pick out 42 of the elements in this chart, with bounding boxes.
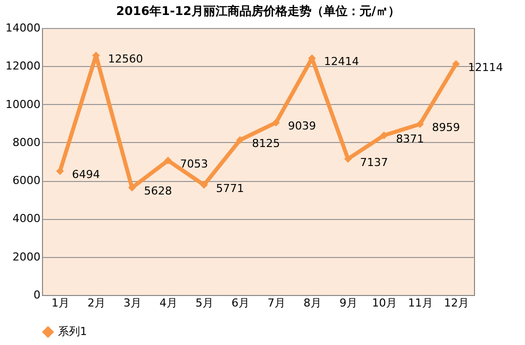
point — [416, 120, 424, 128]
point — [452, 60, 460, 68]
data-label: 9039 — [288, 120, 316, 133]
point — [380, 131, 388, 140]
y-tick-label: 14000 — [6, 22, 40, 34]
data-label: 8959 — [432, 121, 460, 134]
data-label: 5771 — [216, 182, 244, 195]
data-label: 12414 — [324, 55, 359, 68]
data-label: 12114 — [468, 60, 503, 74]
x-tick-label: 5月 — [196, 296, 214, 310]
y-tick-label: 10000 — [6, 98, 40, 111]
x-tick-label: 9月 — [340, 296, 358, 310]
point — [272, 118, 280, 126]
y-tick-label: 12000 — [6, 60, 40, 73]
point — [236, 136, 244, 144]
x-tick-label: 2月 — [88, 296, 106, 310]
data-label: 12560 — [108, 52, 143, 66]
data-label: 8371 — [396, 132, 424, 146]
data-label: 6494 — [72, 168, 100, 182]
x-tick-label: 11月 — [408, 296, 433, 310]
x-tick-label: 6月 — [232, 296, 250, 310]
chart-title: 2016年1-12月丽江商品房价格走势（单位：元/㎡） — [116, 4, 400, 18]
x-tick-label: 4月 — [160, 296, 178, 310]
data-label: 7137 — [360, 156, 388, 169]
y-tick-label: 4000 — [12, 212, 40, 226]
x-tick-label: 1月 — [52, 296, 70, 310]
x-tick-label: 7月 — [268, 296, 286, 310]
y-tick-label: 6000 — [12, 174, 40, 188]
y-tick-label: 0 — [34, 288, 40, 302]
x-tick-label: 3月 — [124, 296, 142, 310]
point — [56, 167, 64, 176]
point — [200, 181, 208, 189]
x-tick-label: 12月 — [444, 296, 469, 310]
x-tick-label: 10月 — [372, 296, 397, 310]
y-tick-label: 8000 — [12, 136, 40, 149]
legend-label: 系列1 — [58, 325, 87, 338]
x-tick-label: 8月 — [304, 296, 322, 310]
point — [164, 156, 172, 164]
y-tick-label: 2000 — [12, 250, 40, 264]
data-label: 7053 — [180, 157, 208, 170]
data-label: 8125 — [252, 137, 280, 150]
data-label: 5628 — [144, 184, 172, 198]
